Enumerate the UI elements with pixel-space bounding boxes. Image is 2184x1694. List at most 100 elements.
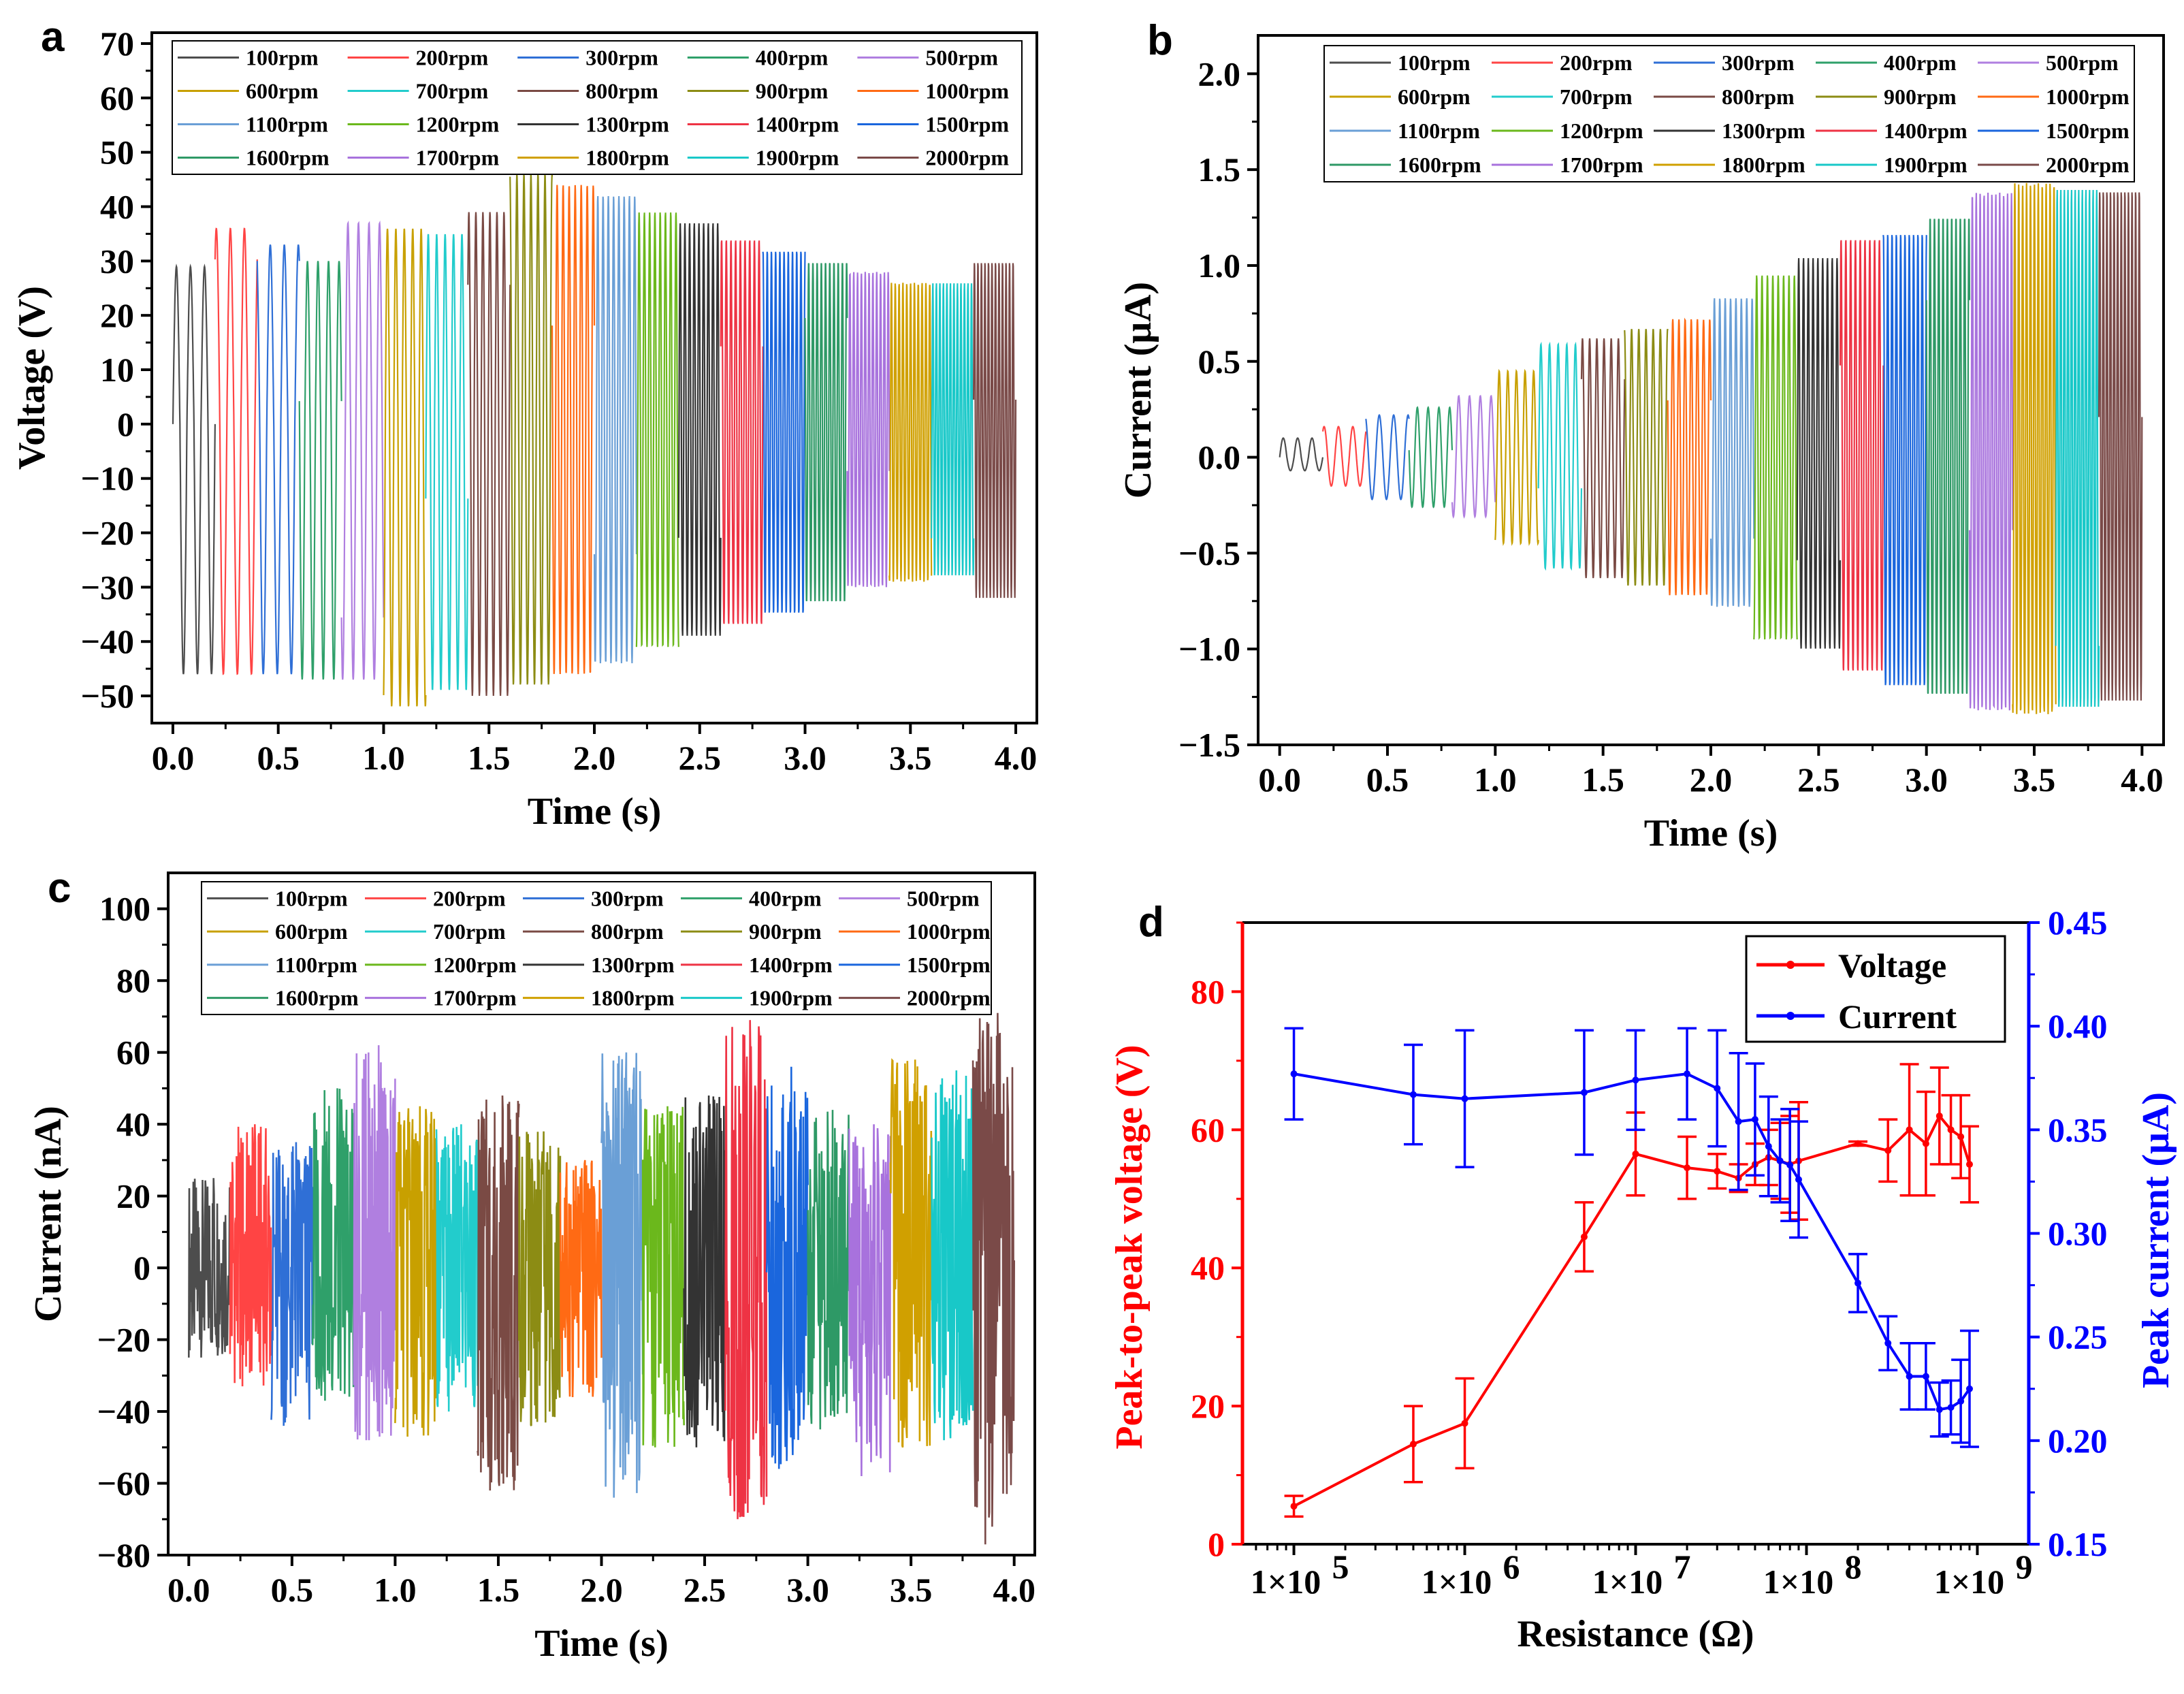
y-axis-label: Current (nA) [27,1106,69,1322]
series-line-200rpm [1321,426,1367,488]
data-point-Current [1714,1085,1721,1092]
y-tick-label: 60 [1191,1110,1225,1149]
legend-label-700rpm: 700rpm [1560,84,1633,109]
x-tick-exponent: 7 [1674,1548,1691,1586]
legend-label-300rpm: 300rpm [591,886,664,910]
legend-label-1500rpm: 1500rpm [907,953,991,977]
y-tick-label: 0 [133,1249,150,1287]
legend-label-1400rpm: 1400rpm [756,112,839,137]
y2-tick-label: 0.15 [2048,1525,2108,1563]
legend-label-600rpm: 600rpm [275,919,348,944]
series-line-Voltage [1293,1113,1971,1507]
y-tick-label: 40 [100,187,134,225]
legend-box [172,40,1023,175]
data-point-Current [1776,1157,1784,1164]
x-tick-label: 0.5 [257,739,300,777]
x-tick-label: 1×10 [1763,1563,1834,1601]
x-tick-label: 0.5 [271,1571,314,1609]
y-tick-label: 2.0 [1198,54,1241,93]
data-point-Voltage [1965,1161,1973,1168]
legend-label-1000rpm: 1000rpm [925,79,1009,103]
legend-label-1800rpm: 1800rpm [585,146,669,170]
data-point-Current [1965,1385,1973,1392]
series-line-400rpm [1408,406,1454,509]
legend-label-700rpm: 700rpm [416,79,489,103]
y-tick-label: −40 [97,1392,151,1431]
panel-label-a: a [41,14,65,61]
x-tick-label: 1.0 [374,1571,417,1609]
y-tick-label: 60 [116,1034,150,1072]
y-tick-label: 40 [116,1105,150,1143]
legend-label-1400rpm: 1400rpm [1884,118,1968,143]
y-tick-label: −1.5 [1178,726,1240,764]
legend-label-1000rpm: 1000rpm [2046,84,2130,109]
legend-label-100rpm: 100rpm [275,886,348,910]
y-axis-label: Voltage (V) [11,286,53,470]
series-line-2000rpm [2098,192,2143,701]
legend-label-300rpm: 300rpm [1722,50,1795,75]
data-point-Current [1854,1279,1862,1287]
y-axis-label: Peak-to-peak voltage (V) [1108,1044,1151,1449]
x-tick-label: 1×10 [1422,1563,1492,1601]
series-line-100rpm [172,263,216,675]
x-tick-label: 1×10 [1251,1563,1321,1601]
legend-label-800rpm: 800rpm [591,919,664,944]
y2-axis-label: Peak current (μA) [2135,1092,2177,1388]
x-tick-label: 2.0 [1690,761,1733,799]
series-line-1700rpm [848,1124,892,1477]
series-line-200rpm [214,227,258,675]
x-tick-label: 1.5 [468,739,511,777]
series-line-1700rpm [846,272,890,588]
x-tick-exponent: 9 [2015,1548,2032,1586]
legend-label-1200rpm: 1200rpm [416,112,500,137]
legend-label-500rpm: 500rpm [907,886,980,910]
y-tick-label: 50 [100,133,134,172]
series-line-1900rpm [2055,189,2100,707]
data-point-Current [1884,1339,1892,1347]
y-tick-label: 1.5 [1198,150,1241,189]
y-tick-label: −30 [81,568,135,606]
legend-label-1100rpm: 1100rpm [275,953,357,977]
y2-tick-label: 0.45 [2048,904,2108,942]
x-tick-label: 3.0 [786,1571,829,1609]
y-tick-label: 1.0 [1198,246,1241,285]
x-tick-label: 4.0 [2121,761,2164,799]
legend-label-1600rpm: 1600rpm [1398,153,1481,177]
legend-label-1000rpm: 1000rpm [907,919,991,944]
legend-label-1700rpm: 1700rpm [1560,153,1643,177]
series-line-800rpm [1580,338,1626,579]
legend-label-1900rpm: 1900rpm [1884,153,1968,177]
series-line-1600rpm [1925,219,1971,694]
legend-label-700rpm: 700rpm [433,919,506,944]
x-tick-exponent: 6 [1503,1548,1520,1586]
legend-label-100rpm: 100rpm [246,46,319,70]
data-point-Voltage [1854,1140,1862,1147]
series-line-700rpm [435,1124,479,1412]
series-line-1600rpm [807,1110,850,1430]
legend-label-200rpm: 200rpm [416,46,489,70]
series-line-1300rpm [1796,258,1842,649]
legend-label-1800rpm: 1800rpm [591,986,675,1010]
series-line-900rpm [509,174,553,685]
series-line-600rpm [383,228,427,707]
series-line-1300rpm [683,1095,726,1448]
x-tick-label: 2.0 [573,739,616,777]
data-point-Current [1461,1095,1468,1102]
x-axis-label: Time (s) [1644,812,1778,854]
x-axis-label: Resistance (Ω) [1517,1613,1754,1655]
legend-box [201,881,992,1015]
legend-label-900rpm: 900rpm [1884,84,1957,109]
legend-box [1745,935,2006,1043]
data-point-Voltage [1461,1420,1468,1427]
legend-label-1700rpm: 1700rpm [416,146,500,170]
legend-label-1300rpm: 1300rpm [591,953,675,977]
y-tick-label: −10 [81,460,135,498]
legend-label-1900rpm: 1900rpm [756,146,839,170]
series-line-100rpm [188,1178,231,1358]
y-tick-label: 20 [100,296,134,334]
y2-tick-label: 0.20 [2048,1422,2108,1460]
data-point-Current [1290,1070,1298,1078]
x-tick-label: 1.0 [1474,761,1517,799]
legend-label-1900rpm: 1900rpm [749,986,833,1010]
data-point-Current [1735,1118,1742,1125]
